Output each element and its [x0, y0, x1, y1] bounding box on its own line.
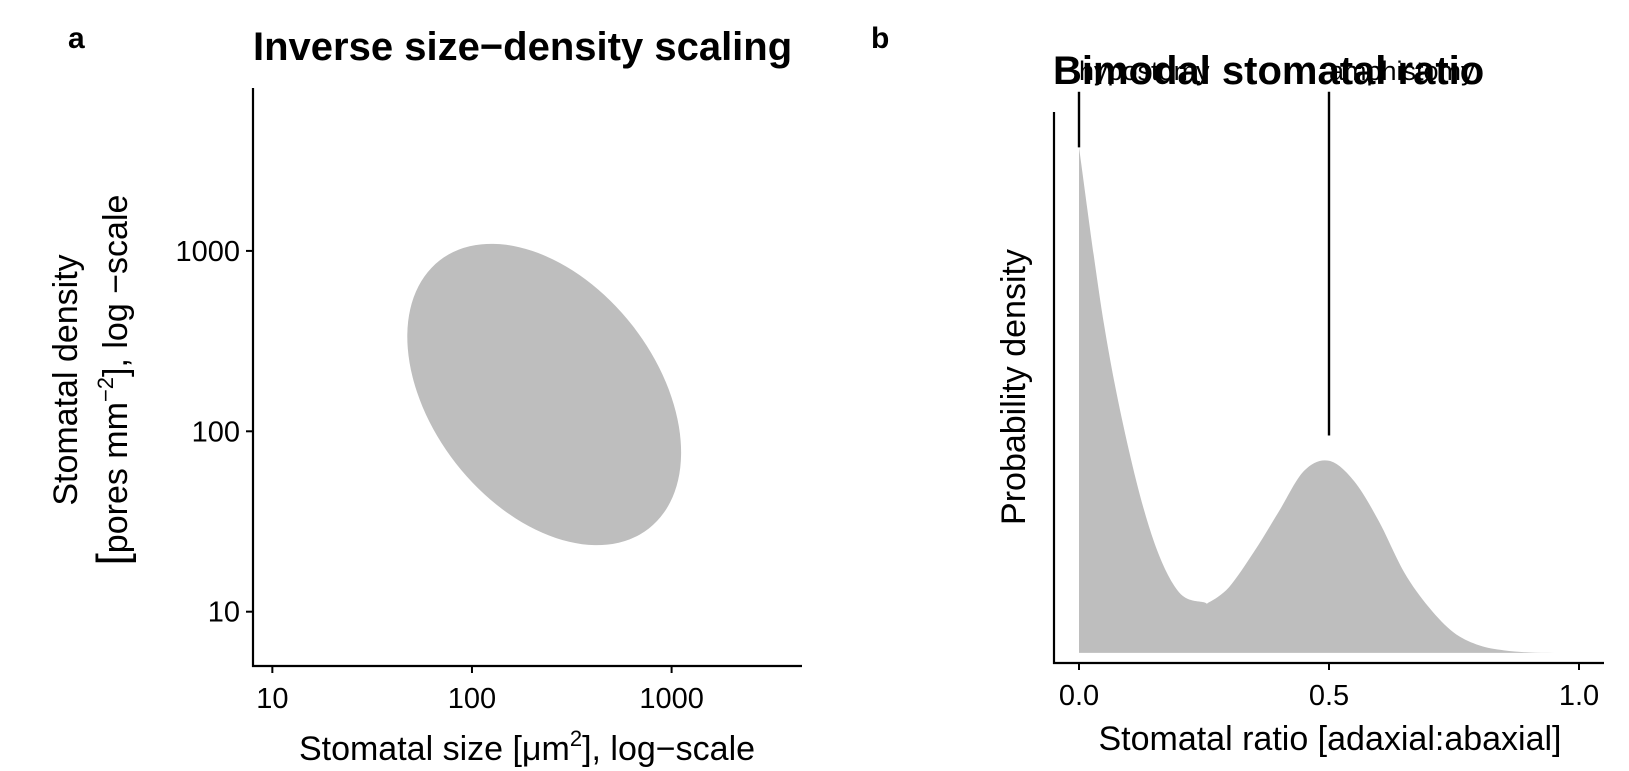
panel-a-x-axis-title: Stomatal size [μm2], log−scale: [299, 726, 755, 768]
panel-a-x-ticks: 10 100 1000: [256, 666, 704, 715]
panel-a-y-tick-label: 100: [192, 416, 240, 448]
panel-a-y-axis-title-line1: Stomatal density: [47, 254, 85, 505]
panel-b-letter: b: [871, 22, 889, 55]
panel-b-annotations: hypostomy amphistomy: [1077, 56, 1475, 436]
panel-a-letter: a: [68, 22, 85, 55]
panel-a-y-tick-label: 10: [208, 597, 240, 629]
panel-a-title: Inverse size−density scaling: [253, 25, 792, 69]
panel-b-x-tick-label: 1.0: [1559, 680, 1599, 712]
panel-a-x-tick-label: 100: [448, 683, 496, 715]
panel-b-x-ticks: 0.0 0.5 1.0: [1059, 663, 1599, 712]
annotation-label-hypostomy: hypostomy: [1079, 56, 1210, 86]
panel-b-x-tick-label: 0.5: [1309, 680, 1349, 712]
panel-a-y-axis-title: Stomatal density [pores mm−2], log −scal…: [47, 195, 137, 566]
panel-a-x-tick-label: 10: [256, 683, 288, 715]
panel-b-y-axis-title: Probability density: [995, 249, 1033, 525]
panel-a-x-tick-label: 1000: [639, 683, 704, 715]
panel-a-y-axis-title-line2: [pores mm−2], log −scale: [88, 195, 137, 566]
panel-b: b Bimodal stomatal ratio hypostomy amphis…: [871, 22, 1604, 758]
density-size-region: [407, 243, 682, 546]
annotation-label-amphistomy: amphistomy: [1329, 56, 1475, 86]
panel-b-x-axis-title: Stomatal ratio [adaxial:abaxial]: [1098, 720, 1561, 758]
panel-b-title: Bimodal stomatal ratio: [1053, 49, 1484, 93]
panel-a-y-ticks: 10 100 1000: [175, 236, 253, 629]
panel-a-y-tick-label: 1000: [175, 236, 240, 268]
ratio-density-area: [1079, 147, 1579, 653]
panel-a: a Inverse size−density scaling 10 100 1000…: [47, 22, 802, 768]
panel-b-x-tick-label: 0.0: [1059, 680, 1099, 712]
